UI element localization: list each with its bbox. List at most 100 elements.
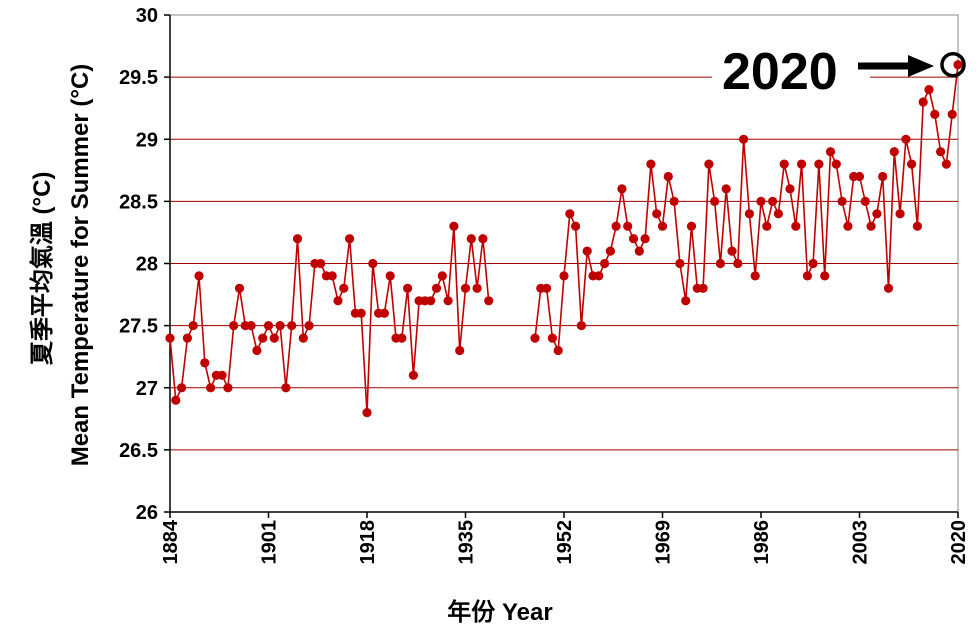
data-point (559, 271, 569, 281)
data-point (177, 383, 187, 393)
data-point (460, 283, 471, 293)
data-point (234, 283, 245, 293)
data-point (936, 147, 946, 157)
data-point (640, 234, 650, 244)
data-point (403, 283, 413, 293)
data-point (542, 283, 552, 293)
data-point (797, 159, 807, 169)
x-tick-label: 1884 (160, 519, 182, 564)
data-point (530, 333, 540, 343)
x-tick-label: 2003 (850, 520, 872, 565)
data-point (345, 234, 355, 244)
series-line (169, 226, 490, 413)
data-point (339, 283, 349, 293)
data-point (472, 283, 482, 293)
data-point (808, 258, 818, 269)
data-point (484, 296, 494, 306)
data-point (820, 271, 830, 281)
data-point (854, 171, 865, 182)
y-tick-label: 29.5 (119, 67, 158, 89)
x-tick-label: 1986 (751, 520, 773, 565)
data-point (785, 184, 795, 194)
data-point (362, 408, 372, 418)
y-axis-title-line-1: 夏季平均氣溫 (°C) (28, 172, 56, 366)
data-point (895, 209, 905, 219)
y-tick-label: 30 (136, 5, 158, 27)
data-point (206, 383, 216, 393)
data-point (385, 271, 395, 281)
data-point (397, 333, 407, 343)
data-point (825, 147, 836, 157)
right-arrow-icon (858, 55, 934, 77)
data-point (675, 258, 685, 269)
y-axis-title-line-2: Mean Temperature for Summer (°C) (67, 64, 94, 467)
data-point (866, 221, 876, 231)
data-point (426, 296, 436, 306)
data-point (924, 85, 934, 95)
data-point (634, 246, 644, 256)
data-point (704, 159, 714, 169)
data-point (408, 370, 418, 380)
data-point (316, 258, 326, 269)
data-point (930, 109, 940, 119)
data-point (431, 283, 442, 293)
annotation-2020: 2020 (712, 40, 966, 102)
data-point (194, 271, 204, 281)
data-point (715, 258, 726, 269)
x-tick-label: 1918 (357, 520, 379, 565)
x-tick-label: 1935 (456, 520, 478, 565)
data-point (883, 283, 894, 293)
data-point (889, 147, 899, 157)
data-point (327, 271, 337, 281)
data-point (756, 196, 766, 206)
data-point (553, 345, 563, 356)
data-point (582, 246, 592, 256)
data-point (843, 221, 853, 231)
data-point (356, 308, 366, 318)
data-point (298, 333, 308, 343)
data-point (281, 383, 291, 393)
data-point (258, 333, 268, 343)
data-point (947, 109, 957, 119)
y-tick-label: 28 (136, 254, 158, 276)
data-point (223, 383, 233, 393)
data-point (379, 308, 389, 318)
data-point (779, 159, 789, 169)
data-point (182, 333, 192, 343)
y-tick-label: 29 (136, 129, 158, 151)
data-point (547, 333, 558, 343)
axes (164, 14, 959, 518)
data-point (455, 345, 465, 356)
data-point (263, 321, 274, 331)
data-point (623, 221, 633, 231)
data-point (188, 321, 198, 331)
data-point (733, 258, 743, 269)
series-temperature (165, 60, 963, 418)
data-point (912, 221, 923, 231)
data-point (768, 196, 778, 206)
data-point (860, 196, 870, 206)
data-point (739, 134, 749, 144)
data-point (681, 296, 691, 306)
data-point (478, 234, 488, 244)
data-point (611, 221, 621, 231)
annotation-label-background (712, 40, 870, 102)
data-point (571, 221, 581, 231)
data-point (252, 345, 262, 356)
data-point (594, 271, 604, 281)
data-point (953, 60, 963, 70)
data-point (292, 234, 303, 244)
highlight-ring (940, 51, 966, 78)
data-point (246, 321, 256, 331)
data-point (710, 196, 720, 206)
x-tick-label: 2020 (948, 520, 970, 565)
data-point (229, 321, 239, 331)
data-point (275, 321, 285, 331)
data-point (663, 171, 673, 182)
data-point (744, 209, 755, 219)
data-point (304, 321, 314, 331)
x-tick-label: 1969 (653, 520, 675, 565)
data-point (269, 333, 279, 343)
data-point (686, 221, 697, 231)
x-axis-title: 年份 Year (447, 598, 552, 626)
